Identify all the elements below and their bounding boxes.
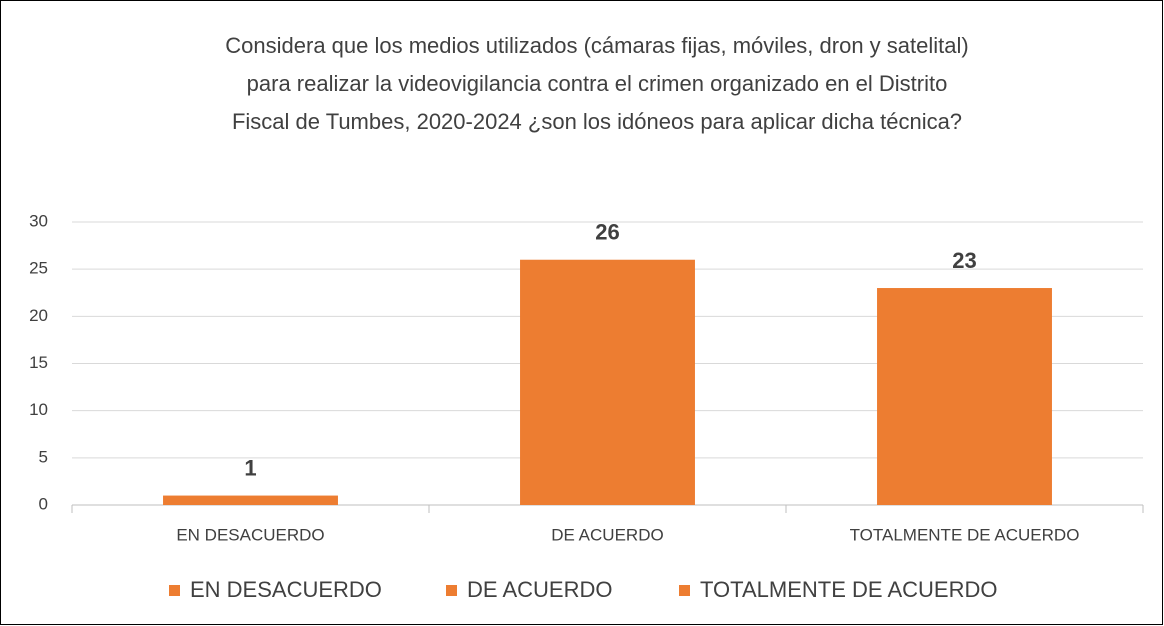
data-label: 26 bbox=[595, 220, 619, 245]
x-tick-label: TOTALMENTE DE ACUERDO bbox=[850, 525, 1080, 544]
y-tick-label: 15 bbox=[29, 353, 48, 372]
bar bbox=[163, 495, 338, 505]
legend-swatch bbox=[679, 585, 690, 596]
data-label: 23 bbox=[952, 248, 976, 273]
legend-label: TOTALMENTE DE ACUERDO bbox=[700, 577, 997, 602]
legend-swatch bbox=[169, 585, 180, 596]
bar bbox=[877, 288, 1052, 505]
legend-label: EN DESACUERDO bbox=[190, 577, 382, 602]
y-tick-label: 20 bbox=[29, 306, 48, 325]
y-tick-label: 30 bbox=[29, 211, 48, 230]
x-tick-label: DE ACUERDO bbox=[551, 525, 663, 544]
chart-title: para realizar la videovigilancia contra … bbox=[247, 71, 948, 96]
chart-title: Fiscal de Tumbes, 2020-2024 ¿son los idó… bbox=[232, 109, 962, 134]
y-tick-label: 5 bbox=[39, 447, 48, 466]
y-tick-label: 25 bbox=[29, 259, 48, 278]
bar bbox=[520, 259, 695, 505]
legend-swatch bbox=[446, 585, 457, 596]
legend-label: DE ACUERDO bbox=[467, 577, 612, 602]
x-tick-label: EN DESACUERDO bbox=[176, 525, 324, 544]
y-tick-label: 10 bbox=[29, 400, 48, 419]
y-tick-label: 0 bbox=[39, 494, 48, 513]
chart-title: Considera que los medios utilizados (cám… bbox=[225, 33, 968, 58]
data-label: 1 bbox=[244, 455, 256, 480]
